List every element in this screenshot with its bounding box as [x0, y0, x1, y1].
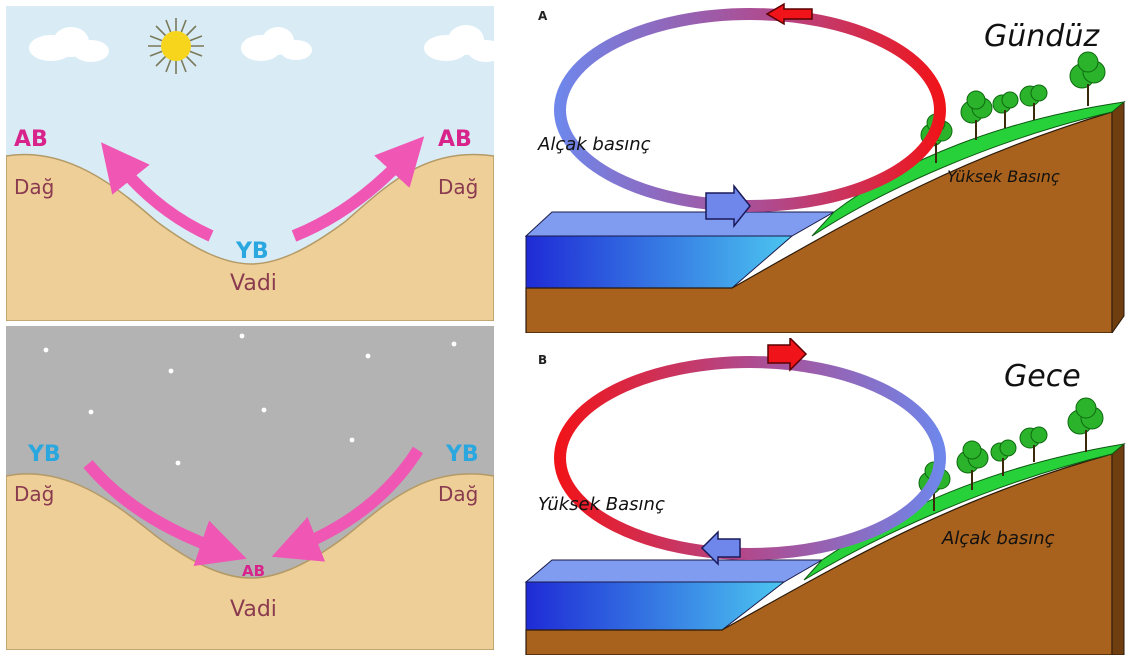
circulation-loop [554, 356, 946, 560]
cloud-icon [29, 27, 109, 62]
right-low-pressure-label: AB [438, 127, 472, 152]
valley-day-panel: AB AB Dağ Dağ YB Vadi [6, 6, 494, 321]
valley-ground [6, 473, 494, 650]
left-low-pressure-label: AB [14, 127, 48, 152]
high-pressure-label: Yüksek Basınç [947, 167, 1060, 186]
low-pressure-label: Alçak basınç [941, 528, 1055, 549]
low-pressure-label: Alçak basınç [537, 134, 651, 155]
panel-title: Gece [1004, 359, 1081, 394]
slope-night-panel: B Gece Yüksek Basınç Alçak basınç [522, 338, 1126, 655]
down-slope-wind-arrow-left [83, 460, 247, 566]
panel-letter: A [538, 9, 548, 23]
right-high-pressure-label: YB [445, 442, 479, 467]
up-slope-wind-arrow-left [101, 142, 214, 242]
land-soil [525, 111, 1113, 333]
right-mountain-label: Dağ [438, 482, 478, 506]
loop-arrow-top [765, 2, 813, 26]
valley-night-panel: YB YB Dağ Dağ AB Vadi [6, 326, 494, 650]
valley-label: Vadi [230, 271, 277, 296]
star-icon [43, 333, 457, 466]
left-high-pressure-label: YB [27, 442, 61, 467]
loop-arrow-bottom [700, 530, 741, 566]
cloud-icon [424, 25, 494, 62]
panel-title: Gündüz [984, 19, 1100, 54]
down-slope-wind-arrow-right [271, 446, 424, 562]
slope-night-diagram: B Gece Yüksek Basınç Alçak basınç [522, 338, 1126, 655]
left-mountain-label: Dağ [14, 482, 54, 506]
panel-letter: B [538, 353, 547, 367]
slope-day-diagram: A Gündüz Alçak basınç Yüksek Basınç [522, 0, 1126, 333]
high-pressure-label: Yüksek Basınç [538, 494, 665, 515]
valley-night-diagram: YB YB Dağ Dağ AB Vadi [6, 326, 494, 650]
right-mountain-label: Dağ [438, 175, 478, 199]
valley-low-pressure-label: AB [242, 562, 265, 580]
valley-high-pressure-label: YB [235, 239, 269, 264]
up-slope-wind-arrow-right [291, 136, 425, 242]
loop-arrow-bottom [705, 183, 751, 229]
sea-water [524, 559, 824, 583]
cloud-icon [241, 27, 312, 61]
land-side [1111, 442, 1125, 655]
left-mountain-label: Dağ [14, 175, 54, 199]
valley-day-diagram: AB AB Dağ Dağ YB Vadi [6, 6, 494, 321]
loop-arrow-top [767, 338, 808, 372]
sea-water [524, 211, 836, 237]
land-side [1111, 100, 1125, 333]
sun-icon [148, 18, 204, 74]
valley-label: Vadi [230, 597, 277, 622]
slope-day-panel: A Gündüz Alçak basınç Yüksek Basınç [522, 0, 1126, 333]
